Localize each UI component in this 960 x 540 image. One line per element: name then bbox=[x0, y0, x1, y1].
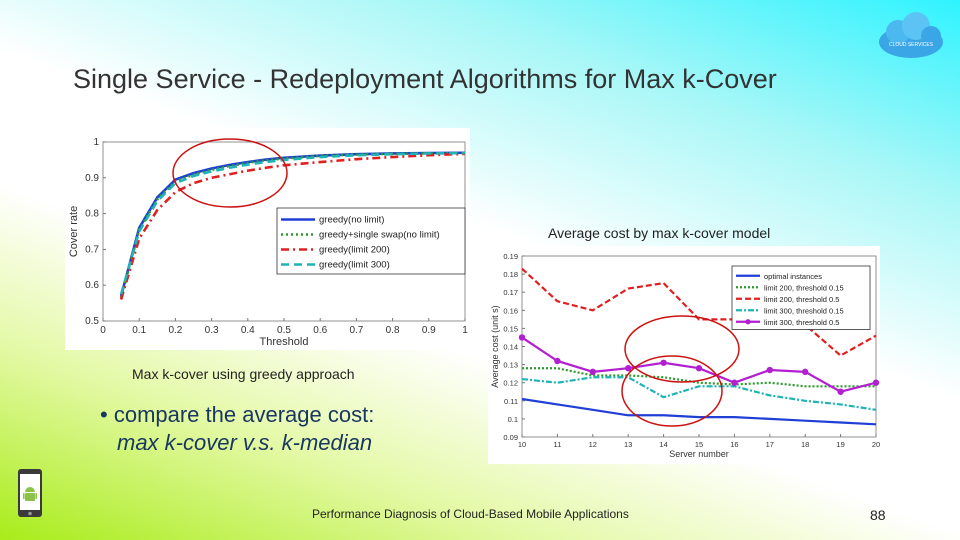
series-line bbox=[119, 152, 466, 300]
data-point bbox=[731, 379, 738, 386]
y-axis-label: Cover rate bbox=[68, 206, 80, 257]
data-point bbox=[695, 365, 703, 372]
y-tick-label: 0.19 bbox=[503, 252, 518, 261]
y-tick-label: 0.6 bbox=[85, 280, 99, 291]
y-tick-label: 0.17 bbox=[503, 288, 518, 297]
legend-label: greedy+single swap(no limit) bbox=[319, 230, 440, 241]
android-phone-icon bbox=[18, 469, 42, 517]
data-point bbox=[518, 334, 526, 341]
data-point bbox=[766, 366, 773, 374]
data-point bbox=[589, 368, 596, 376]
y-tick-label: 0.11 bbox=[504, 397, 518, 406]
y-axis-label: Average cost (unit s) bbox=[490, 305, 500, 387]
y-tick-label: 0.15 bbox=[503, 324, 518, 333]
series-line bbox=[521, 267, 877, 357]
data-point bbox=[625, 365, 632, 372]
y-tick-label: 0.8 bbox=[85, 209, 99, 220]
left-chart-caption: Max k-cover using greedy approach bbox=[132, 366, 355, 382]
footer-text: Performance Diagnosis of Cloud-Based Mob… bbox=[312, 507, 629, 521]
x-tick-label: 15 bbox=[695, 440, 703, 449]
x-tick-label: 16 bbox=[730, 440, 738, 449]
x-tick-label: 19 bbox=[836, 440, 844, 449]
annotation-circle bbox=[172, 138, 288, 208]
series-line bbox=[119, 151, 466, 295]
x-tick-label: 0.6 bbox=[313, 325, 327, 336]
x-tick-label: 13 bbox=[624, 440, 632, 449]
x-tick-label: 14 bbox=[659, 440, 667, 449]
x-tick-label: 0.1 bbox=[132, 325, 146, 336]
data-point bbox=[660, 359, 667, 366]
legend-label: greedy(no limit) bbox=[319, 215, 384, 226]
x-tick-label: 0.3 bbox=[205, 325, 219, 336]
y-tick-label: 0.5 bbox=[85, 316, 99, 327]
series-line bbox=[522, 367, 876, 388]
y-tick-label: 0.18 bbox=[503, 270, 518, 279]
x-tick-label: 0.7 bbox=[349, 325, 363, 336]
y-tick-label: 0.14 bbox=[503, 343, 518, 352]
y-tick-label: 0.16 bbox=[503, 306, 518, 315]
x-tick-label: 1 bbox=[462, 325, 468, 336]
legend-label: greedy(limit 300) bbox=[319, 260, 390, 271]
x-tick-label: 11 bbox=[554, 440, 562, 449]
slide-title: Single Service - Redeployment Algorithms… bbox=[73, 64, 777, 94]
y-tick-label: 0.1 bbox=[508, 415, 518, 424]
x-tick-label: 0.4 bbox=[241, 325, 255, 336]
y-tick-label: 0.7 bbox=[85, 244, 99, 255]
legend-label: optimal instances bbox=[764, 272, 822, 281]
legend-label: limit 300, threshold 0.5 bbox=[764, 318, 839, 327]
annotation-circle bbox=[621, 355, 723, 427]
series-line bbox=[119, 151, 466, 299]
data-point bbox=[872, 379, 880, 386]
series-line bbox=[521, 376, 877, 411]
data-point bbox=[554, 357, 561, 365]
x-tick-label: 20 bbox=[872, 440, 880, 449]
legend-marker bbox=[745, 319, 751, 325]
x-tick-label: 10 bbox=[518, 440, 526, 449]
x-axis-label: Server number bbox=[669, 449, 729, 459]
legend-label: limit 300, threshold 0.15 bbox=[764, 306, 844, 315]
bullet-point: • compare the average cost: max k-cover … bbox=[100, 402, 374, 456]
bullet-line1: compare the average cost: bbox=[113, 402, 375, 427]
legend-label: limit 200, threshold 0.15 bbox=[764, 283, 844, 292]
x-tick-label: 18 bbox=[801, 440, 809, 449]
page-number: 88 bbox=[870, 507, 886, 523]
bullet-marker: • bbox=[100, 402, 114, 427]
legend-label: limit 200, threshold 0.5 bbox=[764, 295, 839, 304]
right-chart-caption: Average cost by max k-cover model bbox=[548, 225, 771, 241]
y-tick-label: 0.12 bbox=[503, 379, 518, 388]
x-tick-label: 0.5 bbox=[277, 325, 291, 336]
x-tick-label: 0 bbox=[100, 325, 106, 336]
cover-rate-chart: 0 0.1 0.2 0.3 0.4 0.5 0.6 0.7 0.8 0.9 1 0.5 0.6 0.7 0.… bbox=[68, 137, 468, 348]
bullet-line2: max k-cover v.s. k-median bbox=[117, 430, 373, 455]
cloud-logo-text: CLOUD SERVICES bbox=[889, 42, 934, 48]
x-tick-label: 0.9 bbox=[422, 325, 436, 336]
x-tick-label: 0.2 bbox=[168, 325, 182, 336]
y-tick-label: 0.9 bbox=[85, 173, 99, 184]
x-axis-label: Threshold bbox=[260, 336, 309, 348]
series-line bbox=[521, 397, 877, 426]
cloud-logo-icon: CLOUD SERVICES bbox=[879, 12, 943, 58]
x-tick-label: 0.8 bbox=[386, 325, 400, 336]
data-point bbox=[837, 388, 844, 395]
legend-label: greedy(limit 200) bbox=[319, 245, 390, 256]
data-point bbox=[802, 368, 809, 376]
x-tick-label: 12 bbox=[589, 440, 597, 449]
annotation-circle bbox=[624, 315, 740, 383]
y-tick-label: 1 bbox=[93, 137, 99, 148]
x-tick-label: 17 bbox=[766, 440, 774, 449]
y-tick-label: 0.09 bbox=[503, 433, 518, 442]
avg-cost-chart: 10 11 12 13 14 15 16 17 18 19 20 0.09 0.1 0.11 0.12 0.1… bbox=[490, 252, 880, 459]
y-tick-label: 0.13 bbox=[503, 361, 518, 370]
